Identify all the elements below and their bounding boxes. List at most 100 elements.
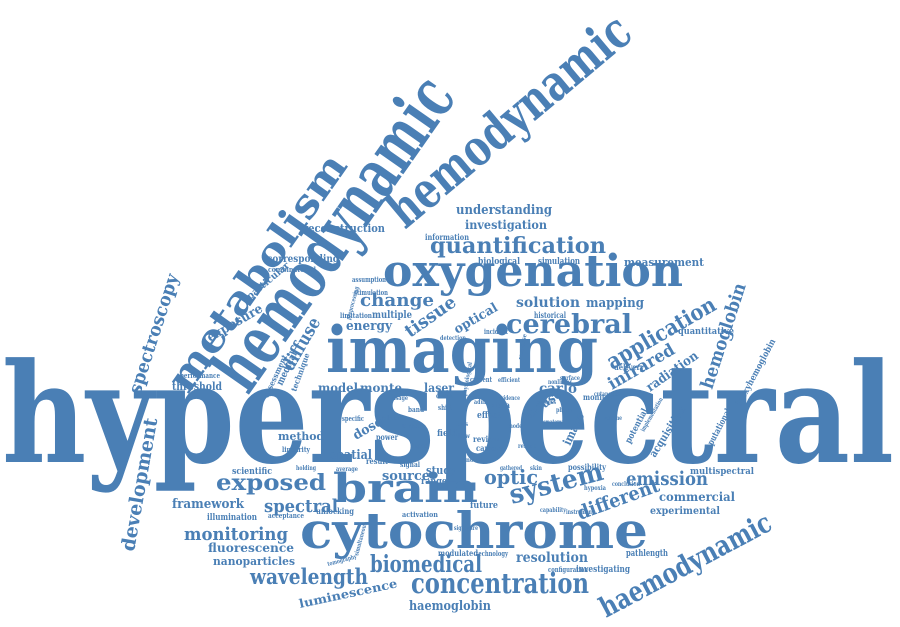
word-signature: signature — [454, 525, 478, 532]
word-scientific: scientific — [232, 467, 272, 477]
word-brain: brain — [333, 465, 478, 512]
word-hypoxia: hypoxia — [584, 485, 606, 492]
word-surface: surface — [560, 375, 580, 382]
word-cytochrome: cytochrome — [300, 501, 648, 560]
word-holding: holding — [296, 465, 317, 472]
word-understanding: understanding — [456, 203, 552, 218]
word-pathlength: pathlength — [626, 549, 668, 559]
word-cerebral: cerebral — [506, 310, 632, 340]
word-carlo: carlo — [539, 381, 577, 397]
word-mode: mode — [508, 423, 522, 430]
word-effect: effect — [477, 411, 502, 421]
word-volume: volume — [603, 415, 622, 422]
word-fluorescence: fluorescence — [208, 541, 294, 555]
word-delivery: delivery — [614, 362, 644, 372]
word-haemoglobin: haemoglobin — [409, 599, 491, 614]
word-cellular: cellular — [380, 415, 401, 422]
word-source: source — [382, 469, 430, 484]
word-range: range — [421, 477, 447, 487]
word-activation: activation — [402, 510, 438, 519]
word-clinical: clinical — [436, 393, 455, 400]
word-simulation: simulation — [538, 257, 580, 267]
word-review: review — [473, 434, 500, 444]
word-biological: biological — [478, 257, 520, 267]
word-specific: specific — [342, 414, 364, 423]
word-acceptance: acceptance — [268, 511, 304, 520]
word-energy: energy — [346, 319, 392, 334]
word-novel: novel — [466, 457, 483, 464]
word-solution: solution — [516, 295, 580, 311]
word-concentration: concentration — [411, 567, 589, 600]
word-technology: technology — [476, 549, 509, 558]
word-possibility: possibility — [568, 462, 606, 472]
word-reflect: reflect — [518, 443, 536, 450]
word-field: field — [437, 429, 458, 439]
word-instrument: instrument — [566, 509, 594, 516]
word-flow: flow — [458, 433, 471, 440]
word-unlocking: unlocking — [316, 506, 354, 516]
word-liquid: liquid — [412, 443, 429, 450]
word-method: method — [278, 430, 324, 443]
word-performance: performance — [180, 371, 220, 380]
word-configuration: configuration — [548, 565, 588, 574]
word-limitation: limitation — [340, 311, 372, 320]
word-adult: adult — [474, 399, 488, 406]
word-illumination: illumination — [207, 513, 257, 523]
word-lens: lens — [456, 421, 469, 428]
word-camera: camera — [476, 443, 504, 453]
word-threshold: threshold — [172, 380, 222, 393]
word-exposed: exposed — [216, 470, 326, 496]
word-multiple: multiple — [372, 310, 412, 321]
word-gathered: gathered — [500, 465, 523, 472]
word-biomedical: biomedical — [370, 551, 482, 578]
word-laser: laser — [424, 381, 455, 395]
word-efficient: efficient — [498, 377, 520, 384]
word-quantitative: quantitative — [678, 327, 734, 337]
word-monitor: monitor — [583, 392, 614, 402]
word-response: response — [517, 333, 528, 360]
word-measurement: measurement — [624, 256, 705, 269]
word-capability: capability — [540, 507, 566, 514]
word-commercial: commercial — [659, 490, 735, 504]
word-usage: usage — [392, 395, 408, 402]
word-information: information — [425, 232, 469, 242]
word-corresponding: corresponding — [267, 254, 339, 265]
word-reconstruction: reconstruction — [303, 222, 385, 235]
word-spatial: spatial — [330, 448, 372, 463]
word-average: average — [336, 466, 358, 473]
word-phase: phase — [556, 407, 572, 414]
word-historical: historical — [534, 310, 566, 320]
word-hyperspectral: hyperspectral — [2, 332, 894, 495]
word-current: current — [470, 375, 493, 384]
word-investigation: investigation — [465, 218, 547, 232]
word-monitoring: monitoring — [184, 524, 288, 545]
word-signal: signal — [400, 460, 420, 469]
word-experimental: experimental — [650, 506, 720, 517]
word-detection: detection — [440, 335, 467, 342]
word-shift: shift — [438, 403, 453, 412]
word-quantification: quantification — [430, 233, 606, 259]
word-mapping: mapping — [586, 296, 644, 311]
word-oxygenation: oxygenation — [383, 246, 683, 297]
word-framework: framework — [172, 497, 245, 512]
word-cutaneous: cutaneous — [594, 391, 620, 398]
word-investigating: investigating — [576, 565, 631, 575]
word-data: data — [492, 400, 510, 410]
word-nanoparticles: nanoparticles — [213, 555, 295, 568]
word-assumption: assumption — [352, 275, 386, 284]
word-evidence: evidence — [498, 395, 520, 402]
word-imaging: imaging — [326, 313, 598, 388]
word-combinatorial: combinatorial — [268, 265, 316, 274]
word-linearity: linearity — [282, 445, 311, 454]
word-modulated: modulated — [438, 548, 478, 558]
word-skin: skin — [530, 465, 543, 472]
word-wavelength: wavelength — [249, 564, 368, 589]
word-emission: emission — [626, 468, 708, 490]
word-change: change — [360, 290, 434, 311]
word-process: process — [536, 399, 556, 406]
word-hematoma: hematoma — [540, 419, 564, 426]
word-monte: monte — [360, 381, 402, 395]
word-result: result — [366, 456, 388, 466]
